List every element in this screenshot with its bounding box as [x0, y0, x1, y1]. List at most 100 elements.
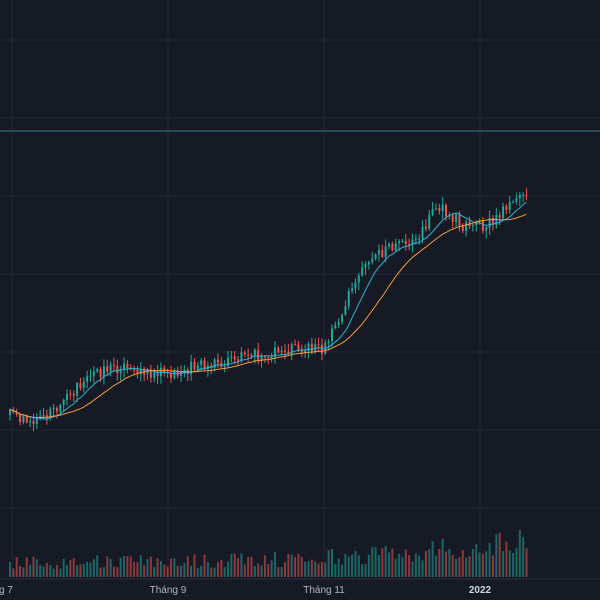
- candle-body: [79, 383, 82, 388]
- candle-body: [310, 343, 313, 353]
- volume-bar: [163, 564, 166, 577]
- candle-body: [190, 361, 193, 375]
- candle-body: [82, 381, 85, 388]
- candle-body: [49, 409, 52, 419]
- candle-body: [330, 328, 333, 342]
- volume-bar: [485, 551, 488, 577]
- volume-bar: [86, 561, 89, 577]
- candle-body: [280, 350, 283, 353]
- volume-bar: [116, 567, 119, 577]
- volume-bar: [29, 564, 32, 577]
- volume-bar: [512, 553, 515, 577]
- volume-bar: [451, 554, 454, 577]
- volume-bar: [153, 566, 156, 577]
- volume-bar: [434, 555, 437, 577]
- candle-body: [19, 414, 22, 423]
- volume-bar: [280, 567, 283, 577]
- volume-bar: [106, 556, 109, 577]
- candle-body: [488, 218, 491, 228]
- candle-body: [411, 239, 414, 245]
- volume-bar: [287, 553, 290, 577]
- volume-bar: [227, 561, 230, 577]
- volume-bar: [237, 558, 240, 577]
- candle-body: [240, 352, 243, 361]
- volume-bar: [196, 568, 199, 577]
- candle-body: [381, 250, 384, 257]
- candle-body: [351, 288, 354, 292]
- volume-bar: [220, 560, 223, 577]
- volume-bar: [213, 567, 216, 577]
- candle-body: [475, 221, 478, 226]
- volume-bar: [515, 548, 518, 577]
- volume-bar: [82, 563, 85, 577]
- x-tick-label: Tháng 9: [150, 585, 187, 596]
- volume-bar: [518, 529, 521, 577]
- candle-body: [193, 361, 196, 370]
- candle-body: [341, 314, 344, 322]
- x-tick-label: Tháng 11: [303, 585, 345, 596]
- candle-body: [495, 215, 498, 225]
- volume-bar: [146, 558, 149, 577]
- candle-body: [297, 344, 300, 351]
- volume-bar: [498, 532, 501, 577]
- candle-body: [273, 347, 276, 357]
- volume-bar: [12, 568, 15, 577]
- volume-bar: [290, 554, 293, 577]
- volume-bar: [502, 551, 505, 577]
- candle-body: [388, 243, 391, 247]
- volume-bar: [166, 566, 169, 577]
- volume-bar: [441, 538, 444, 577]
- candle-body: [136, 369, 139, 374]
- volume-bar: [448, 549, 451, 577]
- candle-body: [116, 366, 119, 374]
- volume-bar: [324, 562, 327, 577]
- volume-bar: [273, 551, 276, 577]
- candle-body: [92, 371, 95, 376]
- volume-bar: [139, 555, 142, 577]
- volume-bar: [126, 556, 129, 577]
- candle-body: [458, 214, 461, 226]
- candle-body: [66, 393, 69, 401]
- candle-body: [42, 415, 45, 417]
- candle-body: [45, 415, 48, 419]
- grid-lines: [0, 0, 600, 579]
- candle-body: [133, 369, 136, 371]
- volume-bar: [19, 566, 22, 577]
- candles[interactable]: [9, 187, 528, 432]
- candle-body: [451, 215, 454, 222]
- volume-bar: [458, 557, 461, 577]
- candle-body: [357, 275, 360, 283]
- candle-body: [102, 366, 105, 377]
- volume-bar: [102, 567, 105, 577]
- candle-body: [233, 356, 236, 360]
- volume-bar: [223, 566, 226, 577]
- candle-body: [243, 352, 246, 355]
- candle-body: [22, 415, 25, 423]
- candle-body: [448, 215, 451, 217]
- volume-bar: [169, 558, 172, 577]
- volume-bar: [233, 553, 236, 577]
- volume-bar: [307, 561, 310, 577]
- volume-bar: [257, 563, 260, 577]
- candle-body: [62, 400, 65, 405]
- volume-bars: [9, 529, 528, 577]
- volume-bar: [55, 565, 58, 577]
- candle-body: [491, 218, 494, 225]
- candle-body: [384, 246, 387, 257]
- candle-body: [126, 363, 129, 369]
- candle-body: [354, 282, 357, 289]
- candle-body: [223, 366, 226, 368]
- candle-body: [139, 368, 142, 374]
- candle-body: [421, 226, 424, 239]
- candle-body: [213, 359, 216, 368]
- volume-bar: [371, 547, 374, 577]
- candle-body: [25, 415, 28, 423]
- volume-bar: [190, 565, 193, 577]
- candle-body: [398, 241, 401, 244]
- candle-body: [438, 208, 441, 212]
- volume-bar: [133, 561, 136, 577]
- volume-bar: [478, 552, 481, 577]
- volume-bar: [404, 549, 407, 577]
- volume-bar: [461, 550, 464, 577]
